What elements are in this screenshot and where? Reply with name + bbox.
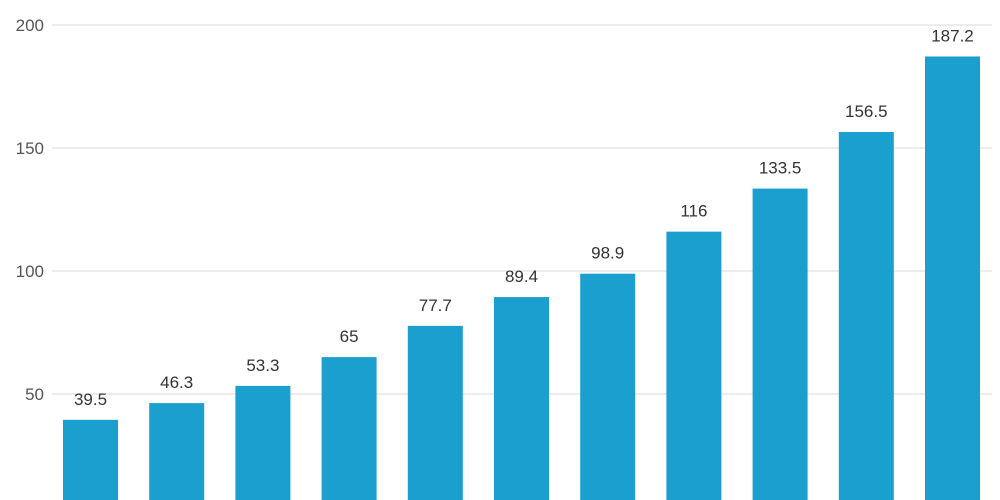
y-tick-label: 200	[16, 16, 44, 35]
bar-value-label: 156.5	[845, 102, 888, 121]
data-labels: 39.5 46.3 53.3 65 77.7 89.4 98.9 116 133.5 156.5 1…	[74, 26, 974, 408]
y-tick-label: 100	[16, 262, 44, 281]
bar-value-label: 133.5	[759, 159, 802, 178]
bar	[63, 419, 118, 500]
bar-value-label: 89.4	[505, 267, 538, 286]
bars	[63, 56, 980, 500]
bar	[752, 188, 808, 500]
bar-value-label: 187.2	[931, 26, 974, 45]
bar-value-label: 39.5	[74, 390, 107, 409]
bar-value-label: 65	[340, 327, 359, 346]
bar	[666, 231, 722, 500]
y-axis-ticks: 50 100 150 200	[16, 16, 44, 404]
bar	[838, 132, 894, 500]
bar-value-label: 46.3	[160, 373, 193, 392]
y-tick-label: 50	[25, 385, 44, 404]
bar-value-label: 77.7	[419, 296, 452, 315]
bar-value-label: 116	[680, 202, 707, 221]
bar	[321, 357, 377, 500]
bar-value-label: 53.3	[246, 356, 279, 375]
bar	[925, 56, 980, 500]
bar	[149, 403, 205, 500]
bar	[407, 325, 463, 500]
y-tick-label: 150	[16, 139, 44, 158]
bar	[494, 297, 549, 500]
bar	[235, 385, 291, 500]
bar	[580, 273, 636, 500]
bar-value-label: 98.9	[591, 244, 624, 263]
